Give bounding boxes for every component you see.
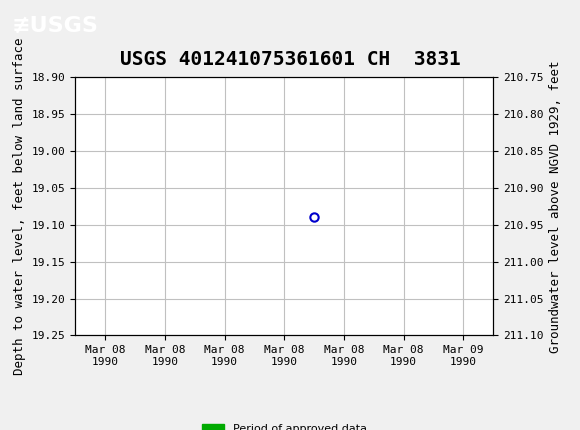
Y-axis label: Depth to water level, feet below land surface: Depth to water level, feet below land su… [13,38,26,375]
Text: ≢USGS: ≢USGS [12,16,99,36]
Text: USGS 401241075361601 CH  3831: USGS 401241075361601 CH 3831 [119,50,461,69]
Legend: Period of approved data: Period of approved data [197,419,371,430]
Y-axis label: Groundwater level above NGVD 1929, feet: Groundwater level above NGVD 1929, feet [549,60,562,353]
